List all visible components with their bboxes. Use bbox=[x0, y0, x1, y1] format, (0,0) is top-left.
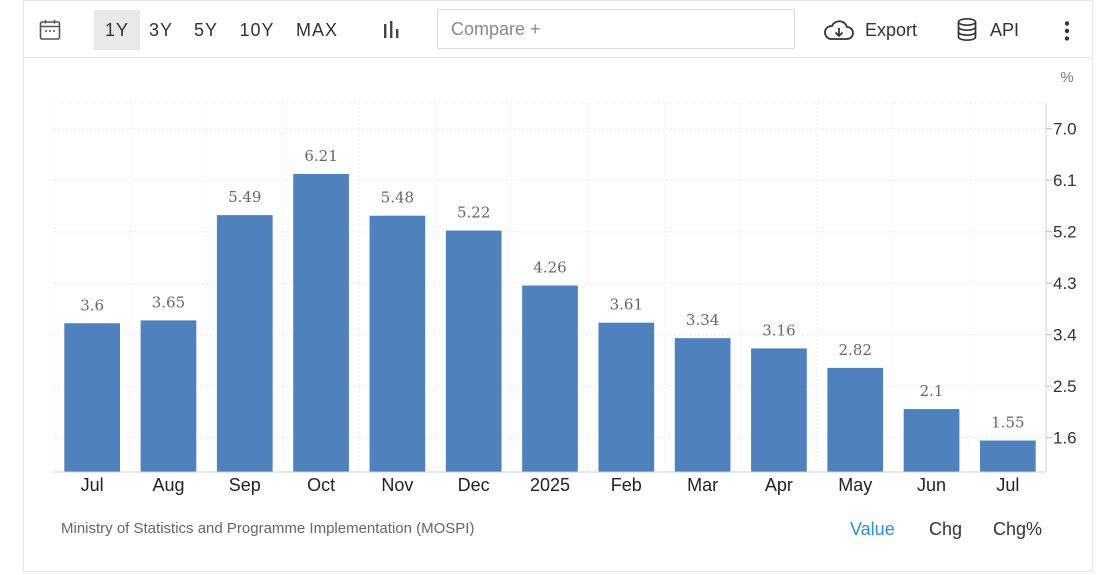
bar-2[interactable] bbox=[216, 215, 273, 472]
bar-chart: 3.6 3.65 5.49 6.21 5.48 5.22 4.26 3.61 3.34 3.16 2… bbox=[53, 69, 1077, 495]
x-tick-label: Mar bbox=[687, 475, 718, 495]
bar-9[interactable] bbox=[751, 348, 807, 472]
x-tick-label: Feb bbox=[611, 475, 642, 495]
range-5y-button[interactable]: 5Y bbox=[193, 20, 219, 40]
chart-panel bbox=[23, 0, 1093, 572]
x-tick-label: Sep bbox=[229, 475, 261, 495]
tab-chg-percent[interactable]: Chg% bbox=[993, 519, 1043, 539]
tab-chg[interactable]: Chg bbox=[929, 519, 963, 539]
y-tick-label: 1.6 bbox=[1053, 429, 1077, 448]
compare-input[interactable]: Compare + bbox=[437, 9, 795, 49]
source-note: Ministry of Statistics and Programme Imp… bbox=[61, 520, 475, 537]
bar-value-label: 5.49 bbox=[228, 188, 261, 206]
bar-value-label: 3.65 bbox=[152, 293, 185, 311]
bar-7[interactable] bbox=[598, 322, 655, 472]
bar-0[interactable] bbox=[64, 323, 121, 472]
x-tick-label: Jun bbox=[917, 475, 946, 495]
bar-4[interactable] bbox=[369, 215, 426, 472]
bar-value-label: 5.22 bbox=[457, 204, 490, 222]
x-tick-label: Dec bbox=[458, 475, 490, 495]
y-tick-label: 2.5 bbox=[1053, 377, 1077, 396]
bar-5[interactable] bbox=[445, 230, 502, 472]
bar-value-label: 2.1 bbox=[920, 382, 944, 400]
bar-10[interactable] bbox=[827, 367, 884, 472]
range-1y-button[interactable]: 1Y bbox=[94, 10, 140, 50]
cloud-download-icon[interactable] bbox=[823, 20, 855, 42]
x-tick-label: Apr bbox=[765, 475, 793, 495]
bar-value-label: 3.6 bbox=[80, 296, 104, 314]
tab-value[interactable]: Value bbox=[850, 519, 895, 539]
bar-value-label: 6.21 bbox=[304, 147, 337, 165]
database-icon[interactable] bbox=[956, 17, 978, 43]
y-tick-label: 6.1 bbox=[1053, 171, 1077, 190]
x-tick-label: Oct bbox=[307, 475, 335, 495]
bar-value-label: 3.34 bbox=[686, 311, 719, 329]
y-axis-unit: % bbox=[1060, 69, 1073, 86]
x-tick-label: May bbox=[838, 475, 872, 495]
bar-chart-icon[interactable] bbox=[382, 20, 402, 40]
y-tick-label: 4.3 bbox=[1053, 274, 1077, 293]
bar-6[interactable] bbox=[522, 285, 578, 472]
more-vertical-icon[interactable] bbox=[1063, 20, 1071, 42]
chart-toolbar: 1Y 3Y 5Y 10Y MAX Compare + Export API bbox=[23, 0, 1093, 58]
bar-value-label: 4.26 bbox=[533, 258, 566, 276]
x-tick-label: 2025 bbox=[530, 475, 570, 495]
x-tick-label: Nov bbox=[381, 475, 413, 495]
api-button[interactable]: API bbox=[990, 20, 1020, 40]
y-tick-label: 3.4 bbox=[1053, 326, 1077, 345]
bar-value-label: 5.48 bbox=[381, 189, 414, 207]
bar-value-label: 3.16 bbox=[762, 321, 795, 339]
range-10y-button[interactable]: 10Y bbox=[239, 20, 275, 40]
export-button[interactable]: Export bbox=[865, 20, 918, 40]
bar-8[interactable] bbox=[674, 338, 731, 472]
bar-value-label: 3.61 bbox=[610, 296, 643, 314]
x-tick-label: Jul bbox=[81, 475, 104, 495]
y-tick-label: 7.0 bbox=[1053, 120, 1077, 139]
x-tick-label: Aug bbox=[152, 475, 184, 495]
bar-1[interactable] bbox=[140, 320, 197, 472]
bar-12[interactable] bbox=[979, 440, 1036, 472]
bar-11[interactable] bbox=[903, 409, 960, 472]
y-tick-label: 5.2 bbox=[1053, 223, 1077, 242]
x-tick-label: Jul bbox=[996, 475, 1019, 495]
bar-value-label: 1.55 bbox=[991, 414, 1024, 432]
bar-3[interactable] bbox=[293, 173, 349, 473]
range-max-button[interactable]: MAX bbox=[295, 20, 338, 40]
calendar-icon[interactable] bbox=[39, 19, 61, 41]
range-3y-button[interactable]: 3Y bbox=[148, 20, 174, 40]
bar-value-label: 2.82 bbox=[839, 341, 872, 359]
